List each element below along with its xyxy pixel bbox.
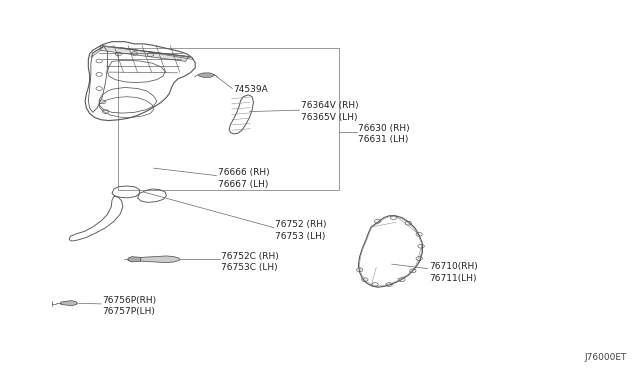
Polygon shape xyxy=(61,301,77,306)
Bar xyxy=(118,48,339,190)
Text: 76364V (RH)
76365V (LH): 76364V (RH) 76365V (LH) xyxy=(301,102,358,122)
Text: 76756P(RH)
76757P(LH): 76756P(RH) 76757P(LH) xyxy=(102,296,157,316)
Polygon shape xyxy=(91,46,104,58)
Text: 76666 (RH)
76667 (LH): 76666 (RH) 76667 (LH) xyxy=(218,169,269,189)
Polygon shape xyxy=(198,73,214,77)
Text: J76000ET: J76000ET xyxy=(585,353,627,362)
Text: 76710(RH)
76711(LH): 76710(RH) 76711(LH) xyxy=(429,262,477,282)
Polygon shape xyxy=(99,45,189,61)
Text: 74539A: 74539A xyxy=(234,85,268,94)
Polygon shape xyxy=(128,257,141,262)
Polygon shape xyxy=(137,256,179,263)
Text: 76752C (RH)
76753C (LH): 76752C (RH) 76753C (LH) xyxy=(221,252,278,272)
Text: 76630 (RH)
76631 (LH): 76630 (RH) 76631 (LH) xyxy=(358,124,410,144)
Text: 76752 (RH)
76753 (LH): 76752 (RH) 76753 (LH) xyxy=(275,221,326,241)
